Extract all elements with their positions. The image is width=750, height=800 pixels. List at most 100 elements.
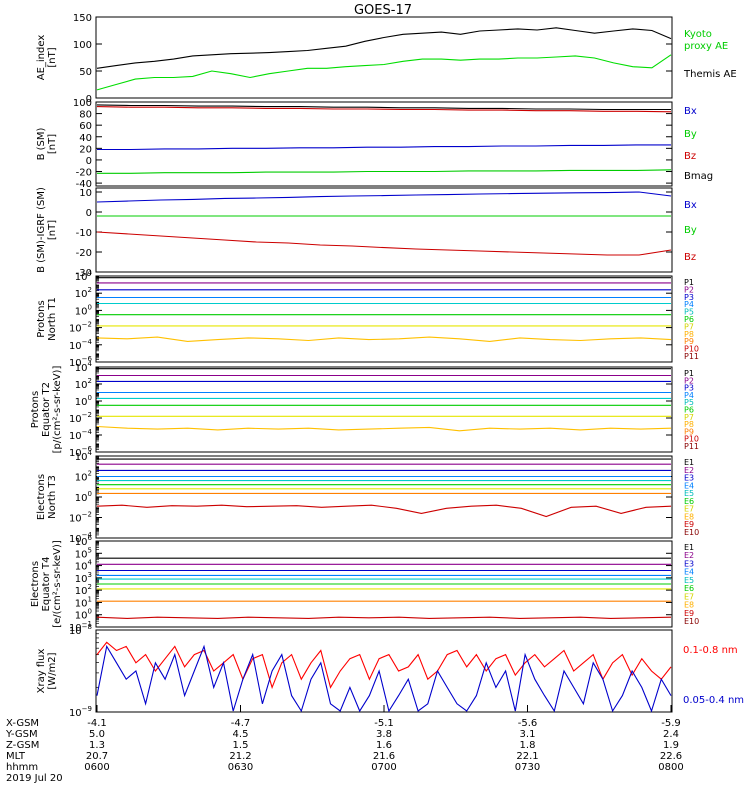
ephemeris-row-label: Z-GSM xyxy=(6,740,39,751)
y-tick-label: 0 xyxy=(86,156,92,167)
ephemeris-row-label: X-GSM xyxy=(6,718,39,729)
y-tick-label: 102 xyxy=(75,583,92,597)
ephemeris-value: 0630 xyxy=(228,762,253,773)
legend-entry: E10 xyxy=(684,617,699,626)
legend-entry: P5 xyxy=(684,398,694,407)
legend-entry: P1 xyxy=(684,278,694,287)
legend-entry: P7 xyxy=(684,413,694,422)
legend-entry: E6 xyxy=(684,584,694,593)
series-kyoto-proxy-ae xyxy=(96,54,672,91)
legend-entry: P6 xyxy=(684,315,694,324)
y-axis-label: AE_index xyxy=(36,35,47,81)
ephemeris-row-label: MLT xyxy=(6,751,26,762)
y-tick-label: 10−8 xyxy=(69,623,92,637)
series-bz xyxy=(96,106,672,113)
y-tick-label: 0 xyxy=(86,94,92,105)
y-tick-label: 100 xyxy=(73,40,92,51)
legend-entry: E4 xyxy=(684,481,694,490)
y-axis-label: [nT] xyxy=(47,220,58,240)
ephemeris-value: -4.1 xyxy=(87,718,107,729)
y-tick-label: 104 xyxy=(75,269,93,283)
series-themis-ae xyxy=(96,27,672,69)
y-tick-label: 10−6 xyxy=(69,355,93,369)
y-tick-label: 40 xyxy=(79,133,92,144)
y-tick-label: 102 xyxy=(75,470,92,484)
y-tick-label: 102 xyxy=(75,377,92,391)
y-axis-label: Protons xyxy=(30,391,41,428)
y-tick-label: 10−4 xyxy=(69,338,93,352)
series-p8 xyxy=(96,336,672,342)
y-tick-label: 101 xyxy=(75,595,92,609)
y-tick-label: 10−2 xyxy=(69,411,92,425)
panel-4: 10−6 10−4 10−2 100 102 104 Protons North T1 P1P2… xyxy=(36,269,699,369)
legend-entry: P10 xyxy=(684,345,699,354)
series-bx xyxy=(96,191,672,203)
ephemeris-value: 1.3 xyxy=(89,740,105,751)
legend-entry: E2 xyxy=(684,466,694,475)
legend-entry: Bx xyxy=(684,200,697,211)
ephemeris-value: -5.9 xyxy=(661,718,681,729)
panel-frame xyxy=(95,366,673,453)
legend-entry: P2 xyxy=(684,376,694,385)
panel-frame xyxy=(95,275,673,363)
panel-legend: Bx By Bz xyxy=(684,200,697,263)
legend-entry: E7 xyxy=(684,592,694,601)
legend-entry: P3 xyxy=(684,293,694,302)
legend-entry: E9 xyxy=(684,520,694,529)
y-axis-label: Electrons xyxy=(36,474,47,520)
y-axis-label: North T3 xyxy=(47,475,58,519)
ephemeris-value: 21.2 xyxy=(229,751,251,762)
y-axis-label: Protons xyxy=(36,300,47,337)
y-axis-label: Equator T4 xyxy=(41,557,52,612)
legend-entry: P4 xyxy=(684,391,694,400)
legend-entry: Bx xyxy=(684,106,697,117)
series-bz xyxy=(96,231,672,256)
ephemeris-value: 2.4 xyxy=(663,729,679,740)
series-e9 xyxy=(96,616,672,619)
legend-entry: E3 xyxy=(684,559,694,568)
ephemeris-value: 5.0 xyxy=(89,729,105,740)
ephemeris-row-label: 2019 Jul 20 xyxy=(6,773,63,784)
ephemeris-row-label: Y-GSM xyxy=(5,729,38,740)
panel-5: 10−6 10−4 10−2 100 102 104 Protons Equator T2 [p… xyxy=(30,360,699,459)
y-tick-label: 80 xyxy=(79,110,92,121)
y-tick-label: 10−1 xyxy=(69,620,92,634)
legend-entry: P6 xyxy=(684,406,694,415)
legend-entry: Kyoto xyxy=(684,29,712,40)
y-tick-label: 106 xyxy=(75,534,93,548)
legend-entry: E1 xyxy=(684,458,694,467)
y-tick-label: 10−6 xyxy=(69,445,93,459)
y-tick-label: 100 xyxy=(75,303,92,317)
legend-entry: E5 xyxy=(684,576,694,585)
legend-entry: Themis AE xyxy=(683,69,737,80)
panel-legend: Bx By Bz Bmag xyxy=(684,106,713,182)
y-axis-label: B (SM)-IGRF (SM) xyxy=(36,187,47,273)
ephemeris-value: 1.8 xyxy=(520,740,536,751)
legend-entry: P10 xyxy=(684,435,699,444)
legend-entry: P5 xyxy=(684,308,694,317)
ephemeris-value: 0800 xyxy=(658,762,683,773)
y-tick-label: 20 xyxy=(79,144,92,155)
y-tick-label: 60 xyxy=(79,121,92,132)
legend-entry: P8 xyxy=(684,330,694,339)
ephemeris-value: 22.1 xyxy=(516,751,538,762)
panel-8: 10−9 10−8 Xray flux [W/m2] 0.1-0.8 nm 0.05-0.… xyxy=(36,623,744,719)
series-0-1-0-8-nm xyxy=(96,641,672,690)
ephemeris-value: -4.7 xyxy=(231,718,251,729)
legend-entry: P11 xyxy=(684,352,699,361)
legend-entry: E6 xyxy=(684,497,694,506)
series-by xyxy=(97,169,672,174)
legend-entry: P11 xyxy=(684,442,699,451)
ephemeris-value: 1.5 xyxy=(233,740,249,751)
legend-entry: P9 xyxy=(684,427,694,436)
y-axis-label: [p/(cm²-s-sr-keV)] xyxy=(52,366,63,454)
ephemeris-value: -5.6 xyxy=(518,718,538,729)
y-axis-label: B (SM) xyxy=(36,127,47,160)
legend-entry: 0.1-0.8 nm xyxy=(683,645,738,656)
legend-entry: Bmag xyxy=(684,171,713,182)
y-tick-label: 100 xyxy=(73,98,92,109)
